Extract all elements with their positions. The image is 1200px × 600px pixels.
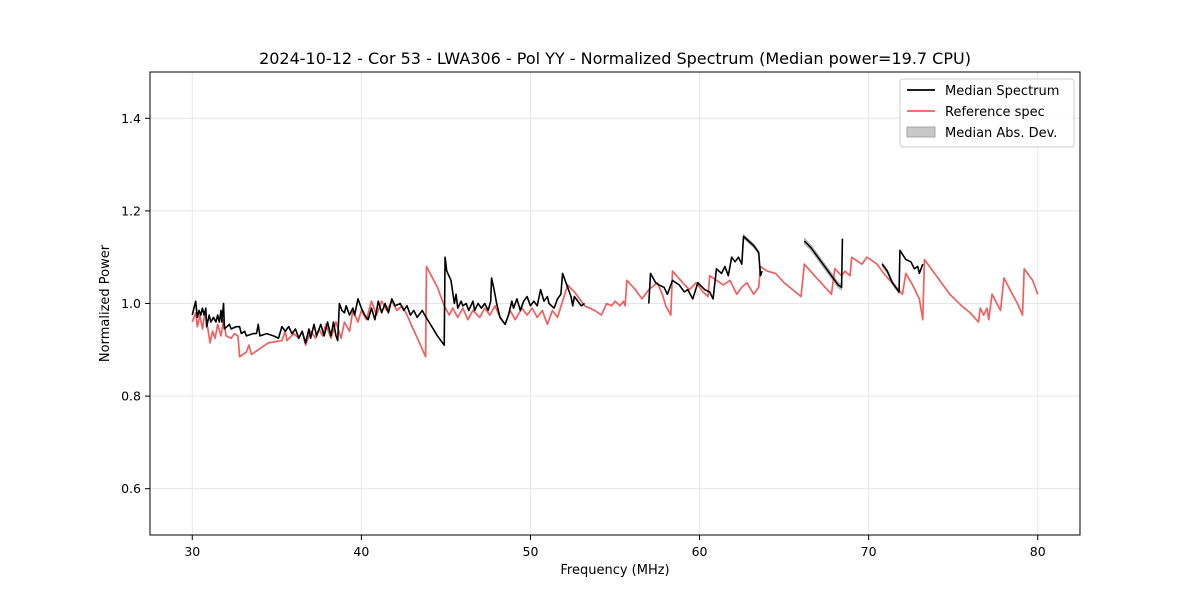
x-tick-label: 30 — [184, 544, 200, 559]
y-tick-label: 1.4 — [121, 111, 141, 126]
legend-label-median-abs-dev: Median Abs. Dev. — [945, 126, 1057, 141]
y-tick-label: 0.6 — [121, 481, 141, 496]
median-spectrum-line — [191, 256, 586, 346]
series-layer — [191, 235, 1039, 358]
y-axis-ticks: 0.6 0.8 1.0 1.2 1.4 — [121, 111, 150, 496]
y-tick-label: 1.2 — [121, 203, 141, 218]
y-axis-label: Normalized Power — [98, 244, 113, 362]
y-tick-label: 0.8 — [121, 389, 141, 404]
legend-mad-patch-icon — [906, 126, 936, 138]
median-spectrum-line — [648, 235, 763, 304]
legend: Median Spectrum Reference spec Median Ab… — [899, 78, 1075, 148]
legend-label-reference-spec: Reference spec — [945, 105, 1045, 120]
x-tick-label: 60 — [692, 544, 708, 559]
legend-box — [899, 78, 1075, 148]
x-axis-ticks: 30 40 50 60 70 80 — [184, 535, 1046, 559]
median-spectrum-line — [881, 249, 924, 293]
x-tick-label: 50 — [523, 544, 539, 559]
y-tick-label: 1.0 — [121, 296, 141, 311]
chart-title: 2024-10-12 - Cor 53 - LWA306 - Pol YY - … — [259, 49, 971, 68]
median-spectrum-line — [803, 238, 844, 289]
x-axis-label: Frequency (MHz) — [560, 563, 669, 578]
plot-area — [191, 233, 1039, 358]
x-tick-label: 40 — [353, 544, 369, 559]
x-tick-label: 70 — [861, 544, 877, 559]
x-tick-label: 80 — [1030, 544, 1046, 559]
legend-label-median-spectrum: Median Spectrum — [945, 84, 1059, 99]
